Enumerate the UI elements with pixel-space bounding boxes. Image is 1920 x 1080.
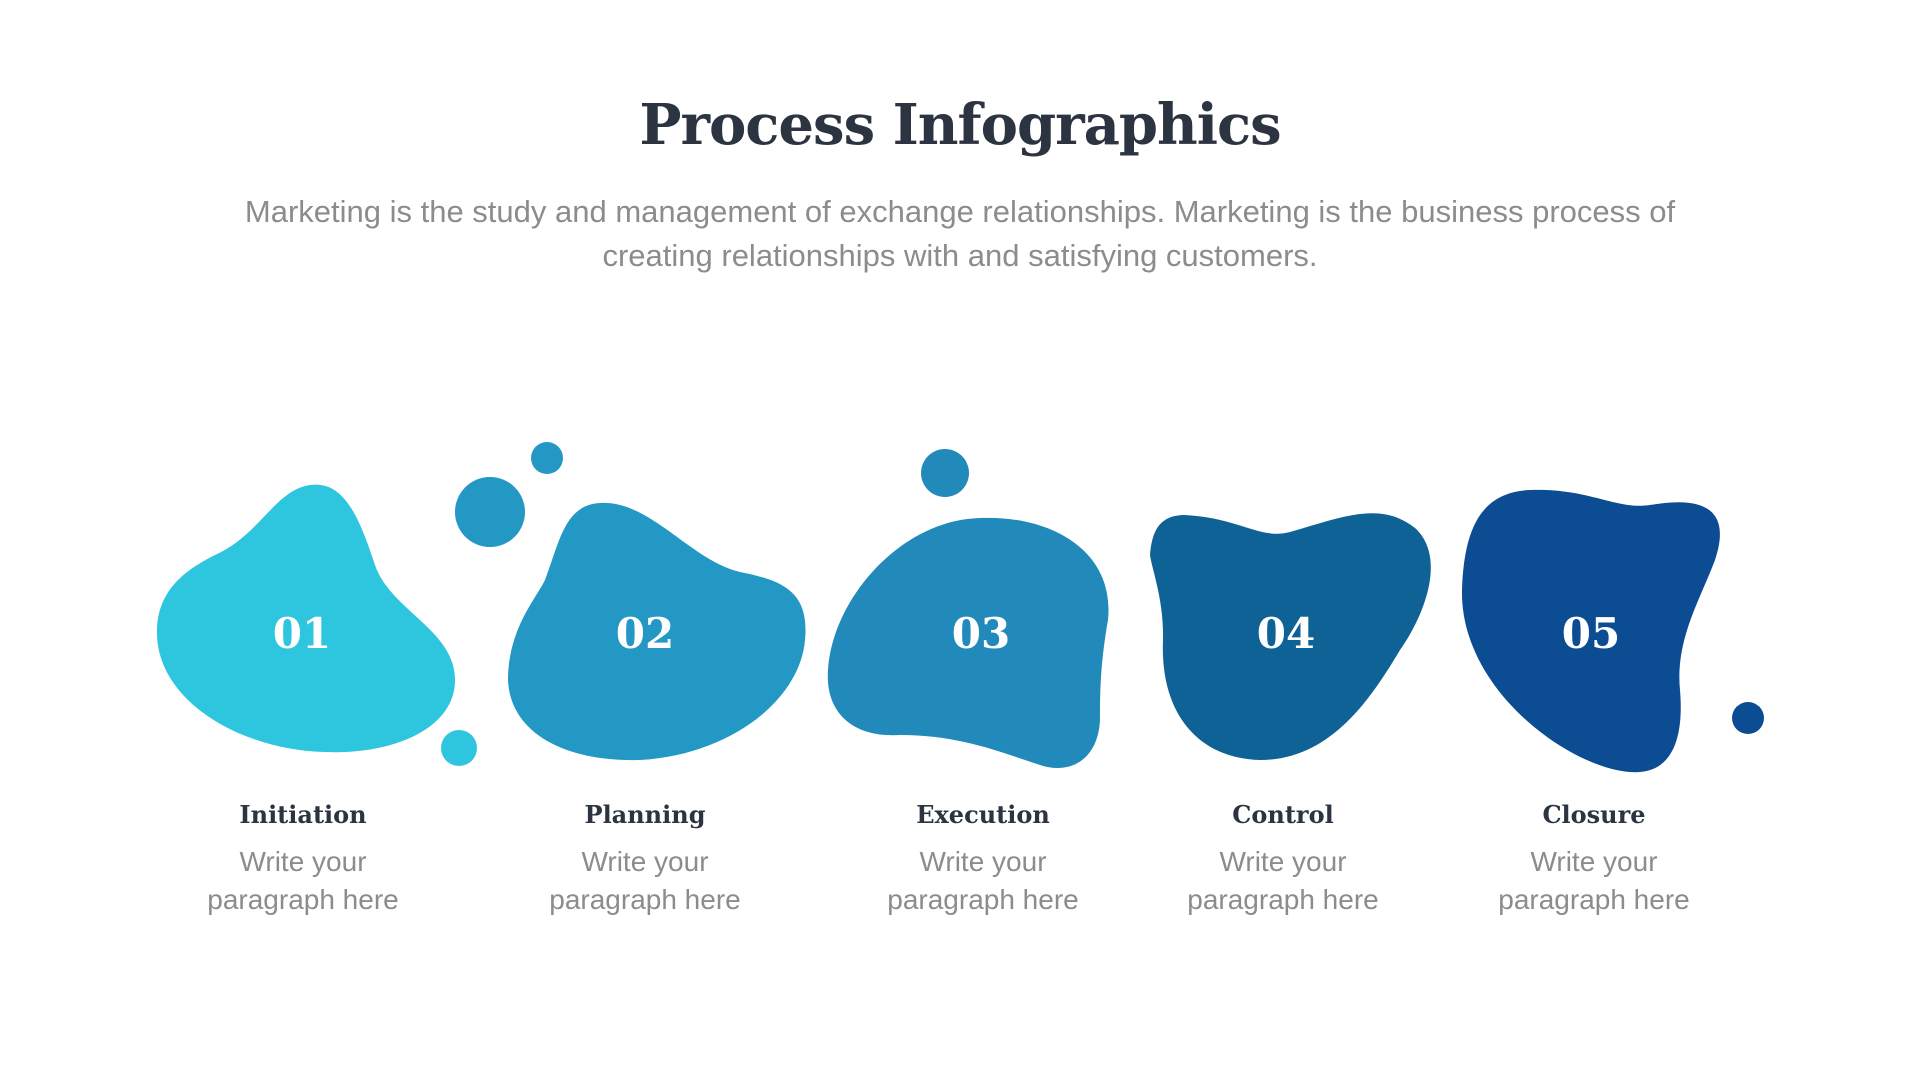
step-5-number: 05 xyxy=(1561,609,1621,658)
page-title: Process Infographics xyxy=(639,92,1281,158)
step-2-text: Write your paragraph here xyxy=(495,843,795,919)
step-3-dot xyxy=(921,449,969,497)
step-5-blob xyxy=(1461,489,1720,773)
step-2-blob xyxy=(508,502,806,761)
step-1-blob xyxy=(156,484,455,753)
step-5-text: Write your paragraph here xyxy=(1444,843,1744,919)
step-4-text-line2: paragraph here xyxy=(1187,884,1379,915)
step-3-number: 03 xyxy=(951,609,1011,658)
step-2-dot-large xyxy=(455,477,525,547)
step-3-blob xyxy=(827,517,1109,768)
step-3-text-line2: paragraph here xyxy=(887,884,1079,915)
step-1-text: Write your paragraph here xyxy=(153,843,453,919)
step-4-text-line1: Write your xyxy=(1219,846,1347,877)
subtitle: Marketing is the study and management of… xyxy=(244,194,1676,273)
step-1-dot xyxy=(441,730,477,766)
step-5-text-line1: Write your xyxy=(1530,846,1658,877)
step-2-text-line2: paragraph here xyxy=(549,884,741,915)
step-1-number: 01 xyxy=(272,609,332,658)
step-2-label: Planning xyxy=(584,800,706,829)
step-4-number: 04 xyxy=(1256,609,1316,658)
step-4-blob xyxy=(1150,513,1431,760)
step-1-text-line2: paragraph here xyxy=(207,884,399,915)
step-4-label: Control xyxy=(1232,800,1334,829)
step-3-label: Execution xyxy=(916,800,1050,829)
step-5-label: Closure xyxy=(1542,800,1646,829)
step-2-text-line1: Write your xyxy=(581,846,709,877)
step-1-label: Initiation xyxy=(239,800,367,829)
step-4-text: Write your paragraph here xyxy=(1133,843,1433,919)
step-2-number: 02 xyxy=(615,609,675,658)
step-5-dot xyxy=(1732,702,1764,734)
step-5-text-line2: paragraph here xyxy=(1498,884,1690,915)
step-3-text: Write your paragraph here xyxy=(833,843,1133,919)
step-1-text-line1: Write your xyxy=(239,846,367,877)
step-3-text-line1: Write your xyxy=(919,846,1047,877)
step-2-dot-small xyxy=(531,442,563,474)
